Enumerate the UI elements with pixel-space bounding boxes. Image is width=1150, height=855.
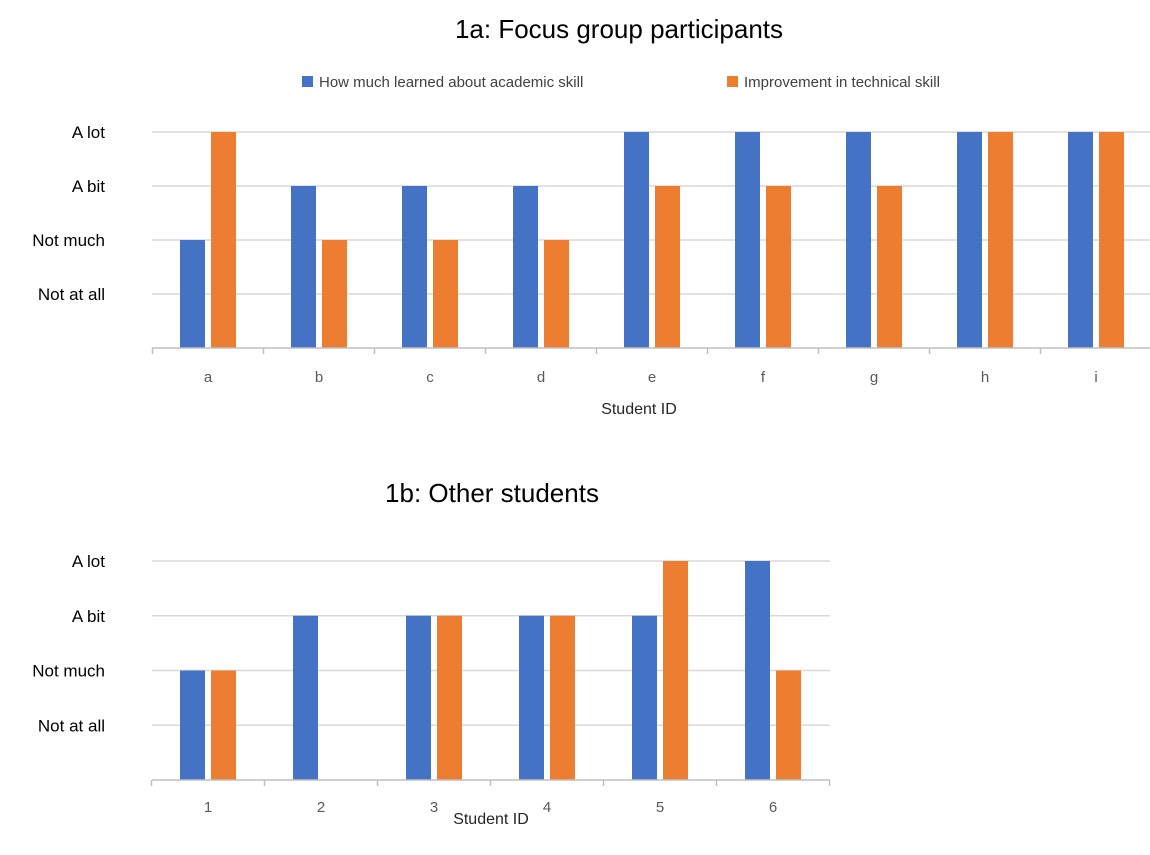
bar (293, 615, 318, 780)
y-tick-label: Not much (32, 231, 105, 250)
bar (544, 240, 569, 348)
legend-label-academic: How much learned about academic skill (319, 74, 583, 91)
bar (211, 132, 236, 348)
bar (846, 132, 871, 348)
chart-1a-x-axis-title: Student ID (601, 401, 677, 418)
chart-1b-bars (180, 561, 801, 780)
bar (1099, 132, 1124, 348)
x-tick-label: 1 (204, 799, 212, 816)
bar (211, 670, 236, 780)
chart-1b-y-tick-labels: Not at all Not much A bit A lot (32, 552, 105, 735)
chart-1a-x-axis (151, 347, 1150, 354)
y-tick-label: Not at all (38, 716, 105, 735)
chart-1a-y-tick-labels: Not at all Not much A bit A lot (32, 123, 105, 304)
bar (735, 132, 760, 348)
legend-swatch-technical (727, 76, 738, 87)
legend-swatch-academic (302, 76, 313, 87)
bar (776, 670, 801, 780)
bar (291, 186, 316, 348)
bar (1068, 132, 1093, 348)
bar (437, 615, 462, 780)
x-tick-label: h (981, 369, 989, 386)
bar (322, 240, 347, 348)
chart-1a-title: 1a: Focus group participants (455, 14, 783, 44)
x-tick-label: e (648, 369, 656, 386)
x-tick-label: 4 (543, 799, 551, 816)
bar (766, 186, 791, 348)
bar (180, 240, 205, 348)
chart-1a-legend: How much learned about academic skill Im… (302, 74, 940, 91)
bar (513, 186, 538, 348)
x-tick-label: c (426, 369, 434, 386)
bar (180, 670, 205, 780)
x-tick-label: 3 (430, 799, 438, 816)
bar (655, 186, 680, 348)
bar (519, 615, 544, 780)
chart-1a-bars (180, 132, 1124, 348)
chart-1b-gridlines (152, 560, 830, 726)
x-tick-label: 5 (656, 799, 664, 816)
chart-1b-x-axis-title: Student ID (453, 811, 529, 828)
y-tick-label: A lot (72, 123, 105, 142)
bar (957, 132, 982, 348)
x-tick-label: f (761, 369, 766, 386)
chart-1b-x-tick-labels: 1 2 3 4 5 6 (204, 799, 777, 816)
bar (745, 561, 770, 780)
y-tick-label: A bit (72, 177, 105, 196)
y-tick-label: Not at all (38, 285, 105, 304)
chart-1a-gridlines (152, 131, 1150, 295)
bar (402, 186, 427, 348)
x-tick-label: d (537, 369, 545, 386)
x-tick-label: 2 (317, 799, 325, 816)
y-tick-label: A lot (72, 552, 105, 571)
chart-1b-title: 1b: Other students (385, 478, 599, 508)
bar (877, 186, 902, 348)
x-tick-label: i (1094, 369, 1097, 386)
bar (988, 132, 1013, 348)
bar (663, 561, 688, 780)
x-tick-label: a (204, 369, 213, 386)
bar (624, 132, 649, 348)
chart-1b-x-axis (150, 779, 831, 786)
chart-1b: 1b: Other students Not at all Not much A b… (32, 478, 831, 828)
y-tick-label: Not much (32, 662, 105, 681)
x-tick-label: b (315, 369, 323, 386)
y-tick-label: A bit (72, 607, 105, 626)
bar (433, 240, 458, 348)
legend-label-technical: Improvement in technical skill (744, 74, 940, 91)
chart-1a: 1a: Focus group participants How much le… (32, 14, 1150, 418)
x-tick-label: g (870, 369, 878, 386)
bar (550, 615, 575, 780)
chart-1a-x-tick-labels: a b c d e f g h i (204, 369, 1098, 386)
bar (632, 615, 657, 780)
x-tick-label: 6 (769, 799, 777, 816)
bar (406, 615, 431, 780)
